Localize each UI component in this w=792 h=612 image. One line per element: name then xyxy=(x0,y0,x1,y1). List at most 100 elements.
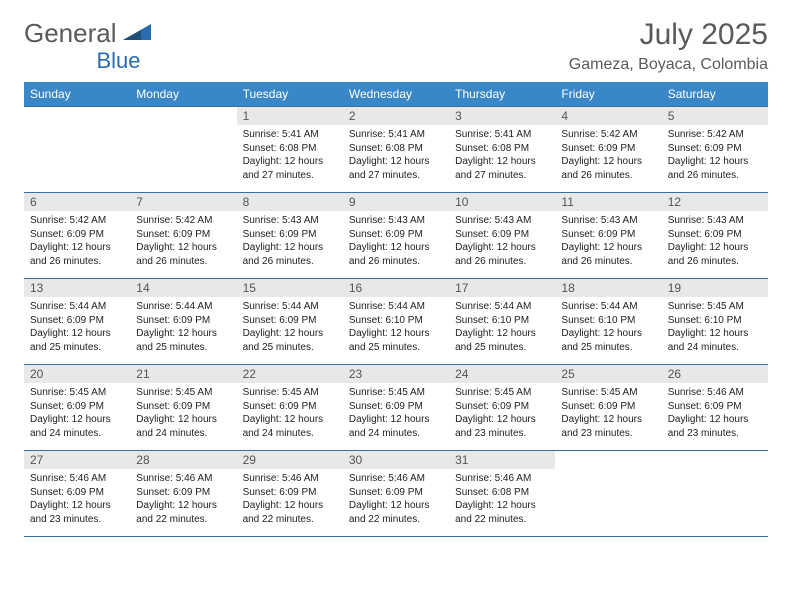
logo: General Blue xyxy=(24,18,155,49)
calendar-row: 20Sunrise: 5:45 AMSunset: 6:09 PMDayligh… xyxy=(24,365,768,451)
day-number: 25 xyxy=(555,365,661,383)
day-info: Sunrise: 5:45 AMSunset: 6:09 PMDaylight:… xyxy=(449,383,555,444)
calendar-cell: 22Sunrise: 5:45 AMSunset: 6:09 PMDayligh… xyxy=(237,365,343,451)
day-number: 2 xyxy=(343,107,449,125)
day-number: 27 xyxy=(24,451,130,469)
calendar-cell: 26Sunrise: 5:46 AMSunset: 6:09 PMDayligh… xyxy=(662,365,768,451)
day-info: Sunrise: 5:46 AMSunset: 6:09 PMDaylight:… xyxy=(130,469,236,530)
calendar-cell: 16Sunrise: 5:44 AMSunset: 6:10 PMDayligh… xyxy=(343,279,449,365)
calendar-cell: 29Sunrise: 5:46 AMSunset: 6:09 PMDayligh… xyxy=(237,451,343,537)
calendar-cell: 3Sunrise: 5:41 AMSunset: 6:08 PMDaylight… xyxy=(449,107,555,193)
day-number: 10 xyxy=(449,193,555,211)
calendar-cell: 30Sunrise: 5:46 AMSunset: 6:09 PMDayligh… xyxy=(343,451,449,537)
logo-triangle-icon xyxy=(123,18,153,49)
title-block: July 2025 Gameza, Boyaca, Colombia xyxy=(569,18,768,74)
day-header: Sunday xyxy=(24,82,130,107)
day-info: Sunrise: 5:44 AMSunset: 6:09 PMDaylight:… xyxy=(237,297,343,358)
header: General Blue July 2025 Gameza, Boyaca, C… xyxy=(24,18,768,74)
day-number: 8 xyxy=(237,193,343,211)
day-number: 15 xyxy=(237,279,343,297)
day-number: 12 xyxy=(662,193,768,211)
calendar-cell: 10Sunrise: 5:43 AMSunset: 6:09 PMDayligh… xyxy=(449,193,555,279)
location-text: Gameza, Boyaca, Colombia xyxy=(569,56,768,74)
calendar-row: 27Sunrise: 5:46 AMSunset: 6:09 PMDayligh… xyxy=(24,451,768,537)
calendar-cell: 5Sunrise: 5:42 AMSunset: 6:09 PMDaylight… xyxy=(662,107,768,193)
day-number: 3 xyxy=(449,107,555,125)
logo-text-gray: General xyxy=(24,18,117,49)
calendar-cell xyxy=(555,451,661,537)
calendar-cell: 15Sunrise: 5:44 AMSunset: 6:09 PMDayligh… xyxy=(237,279,343,365)
day-info: Sunrise: 5:45 AMSunset: 6:09 PMDaylight:… xyxy=(237,383,343,444)
day-info: Sunrise: 5:46 AMSunset: 6:09 PMDaylight:… xyxy=(662,383,768,444)
day-info: Sunrise: 5:42 AMSunset: 6:09 PMDaylight:… xyxy=(662,125,768,186)
calendar-cell: 9Sunrise: 5:43 AMSunset: 6:09 PMDaylight… xyxy=(343,193,449,279)
day-number: 22 xyxy=(237,365,343,383)
calendar-cell: 13Sunrise: 5:44 AMSunset: 6:09 PMDayligh… xyxy=(24,279,130,365)
calendar-cell: 28Sunrise: 5:46 AMSunset: 6:09 PMDayligh… xyxy=(130,451,236,537)
day-info: Sunrise: 5:41 AMSunset: 6:08 PMDaylight:… xyxy=(449,125,555,186)
day-number: 9 xyxy=(343,193,449,211)
day-info: Sunrise: 5:43 AMSunset: 6:09 PMDaylight:… xyxy=(237,211,343,272)
calendar-cell: 4Sunrise: 5:42 AMSunset: 6:09 PMDaylight… xyxy=(555,107,661,193)
calendar-cell: 25Sunrise: 5:45 AMSunset: 6:09 PMDayligh… xyxy=(555,365,661,451)
calendar-cell: 19Sunrise: 5:45 AMSunset: 6:10 PMDayligh… xyxy=(662,279,768,365)
calendar-row: 1Sunrise: 5:41 AMSunset: 6:08 PMDaylight… xyxy=(24,107,768,193)
calendar-cell: 21Sunrise: 5:45 AMSunset: 6:09 PMDayligh… xyxy=(130,365,236,451)
day-header: Friday xyxy=(555,82,661,107)
calendar-cell: 1Sunrise: 5:41 AMSunset: 6:08 PMDaylight… xyxy=(237,107,343,193)
day-number: 21 xyxy=(130,365,236,383)
day-number: 1 xyxy=(237,107,343,125)
day-number: 13 xyxy=(24,279,130,297)
page-title: July 2025 xyxy=(569,18,768,52)
day-info: Sunrise: 5:44 AMSunset: 6:09 PMDaylight:… xyxy=(24,297,130,358)
calendar-row: 6Sunrise: 5:42 AMSunset: 6:09 PMDaylight… xyxy=(24,193,768,279)
day-info: Sunrise: 5:44 AMSunset: 6:10 PMDaylight:… xyxy=(555,297,661,358)
day-info: Sunrise: 5:46 AMSunset: 6:09 PMDaylight:… xyxy=(237,469,343,530)
day-info: Sunrise: 5:45 AMSunset: 6:10 PMDaylight:… xyxy=(662,297,768,358)
calendar-cell: 6Sunrise: 5:42 AMSunset: 6:09 PMDaylight… xyxy=(24,193,130,279)
day-number: 18 xyxy=(555,279,661,297)
day-info: Sunrise: 5:43 AMSunset: 6:09 PMDaylight:… xyxy=(662,211,768,272)
calendar-cell xyxy=(662,451,768,537)
day-info: Sunrise: 5:44 AMSunset: 6:10 PMDaylight:… xyxy=(449,297,555,358)
day-info: Sunrise: 5:41 AMSunset: 6:08 PMDaylight:… xyxy=(237,125,343,186)
day-header: Wednesday xyxy=(343,82,449,107)
day-number: 29 xyxy=(237,451,343,469)
day-info: Sunrise: 5:42 AMSunset: 6:09 PMDaylight:… xyxy=(555,125,661,186)
day-number: 6 xyxy=(24,193,130,211)
calendar-cell: 20Sunrise: 5:45 AMSunset: 6:09 PMDayligh… xyxy=(24,365,130,451)
day-header: Thursday xyxy=(449,82,555,107)
day-number: 26 xyxy=(662,365,768,383)
calendar-cell: 27Sunrise: 5:46 AMSunset: 6:09 PMDayligh… xyxy=(24,451,130,537)
day-number: 17 xyxy=(449,279,555,297)
day-number: 4 xyxy=(555,107,661,125)
day-info: Sunrise: 5:42 AMSunset: 6:09 PMDaylight:… xyxy=(130,211,236,272)
calendar-cell: 2Sunrise: 5:41 AMSunset: 6:08 PMDaylight… xyxy=(343,107,449,193)
day-number: 30 xyxy=(343,451,449,469)
day-number: 23 xyxy=(343,365,449,383)
day-header: Tuesday xyxy=(237,82,343,107)
day-info: Sunrise: 5:44 AMSunset: 6:10 PMDaylight:… xyxy=(343,297,449,358)
calendar-cell xyxy=(130,107,236,193)
day-info: Sunrise: 5:41 AMSunset: 6:08 PMDaylight:… xyxy=(343,125,449,186)
calendar-table: SundayMondayTuesdayWednesdayThursdayFrid… xyxy=(24,82,768,537)
calendar-cell: 17Sunrise: 5:44 AMSunset: 6:10 PMDayligh… xyxy=(449,279,555,365)
day-info: Sunrise: 5:43 AMSunset: 6:09 PMDaylight:… xyxy=(343,211,449,272)
day-info: Sunrise: 5:45 AMSunset: 6:09 PMDaylight:… xyxy=(24,383,130,444)
day-header-row: SundayMondayTuesdayWednesdayThursdayFrid… xyxy=(24,82,768,107)
day-header: Saturday xyxy=(662,82,768,107)
day-info: Sunrise: 5:42 AMSunset: 6:09 PMDaylight:… xyxy=(24,211,130,272)
day-info: Sunrise: 5:43 AMSunset: 6:09 PMDaylight:… xyxy=(449,211,555,272)
day-info: Sunrise: 5:46 AMSunset: 6:09 PMDaylight:… xyxy=(24,469,130,530)
day-info: Sunrise: 5:44 AMSunset: 6:09 PMDaylight:… xyxy=(130,297,236,358)
calendar-cell: 24Sunrise: 5:45 AMSunset: 6:09 PMDayligh… xyxy=(449,365,555,451)
calendar-body: 1Sunrise: 5:41 AMSunset: 6:08 PMDaylight… xyxy=(24,107,768,537)
day-info: Sunrise: 5:45 AMSunset: 6:09 PMDaylight:… xyxy=(130,383,236,444)
day-number: 11 xyxy=(555,193,661,211)
calendar-cell: 8Sunrise: 5:43 AMSunset: 6:09 PMDaylight… xyxy=(237,193,343,279)
calendar-cell: 23Sunrise: 5:45 AMSunset: 6:09 PMDayligh… xyxy=(343,365,449,451)
calendar-cell: 14Sunrise: 5:44 AMSunset: 6:09 PMDayligh… xyxy=(130,279,236,365)
calendar-cell: 7Sunrise: 5:42 AMSunset: 6:09 PMDaylight… xyxy=(130,193,236,279)
calendar-row: 13Sunrise: 5:44 AMSunset: 6:09 PMDayligh… xyxy=(24,279,768,365)
day-header: Monday xyxy=(130,82,236,107)
